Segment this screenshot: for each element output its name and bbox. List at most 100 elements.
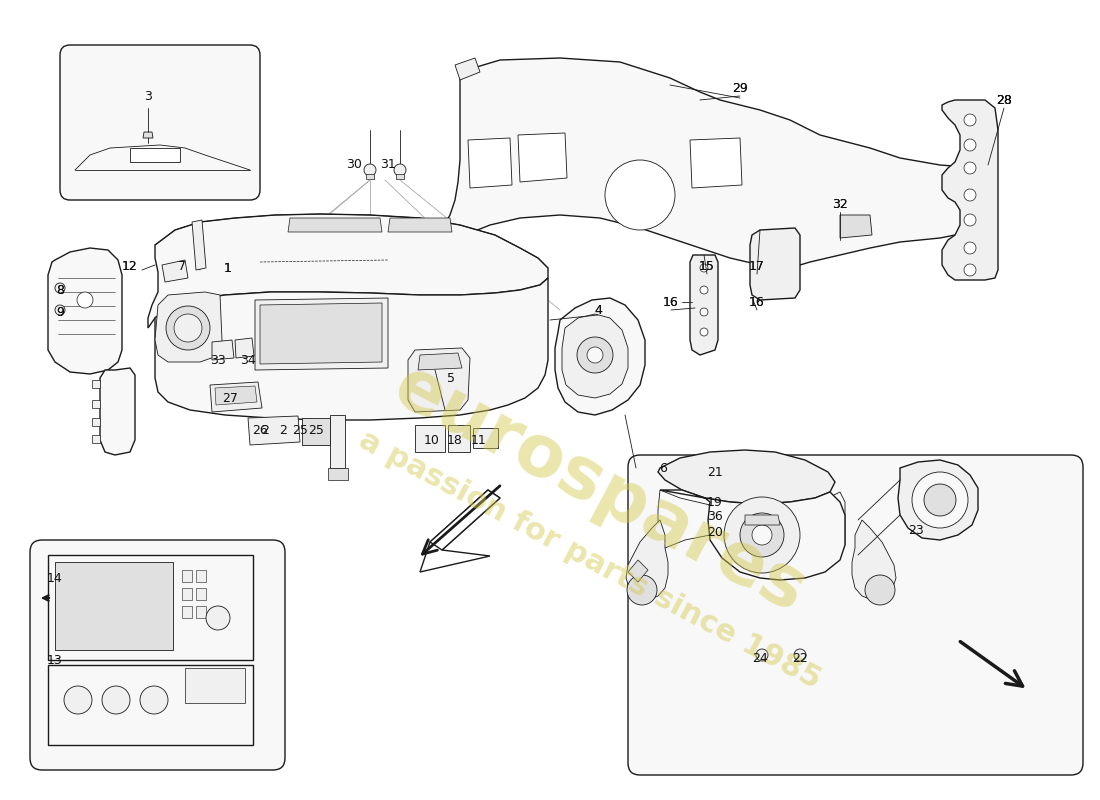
Text: 25: 25 [308, 423, 323, 437]
Circle shape [578, 337, 613, 373]
Polygon shape [388, 218, 452, 232]
Circle shape [627, 575, 657, 605]
Polygon shape [658, 450, 835, 504]
Bar [396, 174, 404, 179]
Text: 3: 3 [144, 90, 152, 103]
Polygon shape [428, 58, 980, 310]
Circle shape [587, 347, 603, 363]
Circle shape [700, 308, 708, 316]
Polygon shape [750, 228, 800, 300]
Circle shape [752, 525, 772, 545]
Text: 28: 28 [997, 94, 1012, 106]
Text: 31: 31 [381, 158, 396, 170]
Polygon shape [92, 380, 100, 388]
Polygon shape [302, 418, 330, 445]
Text: 16: 16 [749, 295, 764, 309]
Text: 17: 17 [749, 259, 764, 273]
Text: 1: 1 [224, 262, 232, 274]
Circle shape [756, 649, 768, 661]
Text: 8: 8 [56, 283, 64, 297]
Polygon shape [626, 520, 668, 600]
Text: 16: 16 [663, 295, 679, 309]
Text: 1: 1 [224, 262, 232, 274]
Circle shape [174, 314, 202, 342]
Text: 27: 27 [222, 391, 238, 405]
Polygon shape [562, 314, 628, 398]
Text: 24: 24 [752, 651, 768, 665]
Text: 26: 26 [252, 423, 268, 437]
Polygon shape [92, 435, 100, 443]
Text: 21: 21 [707, 466, 723, 478]
Circle shape [724, 497, 800, 573]
Text: 12: 12 [122, 259, 138, 273]
Text: 30: 30 [346, 158, 362, 170]
Polygon shape [48, 248, 122, 374]
Polygon shape [942, 100, 998, 280]
Circle shape [64, 686, 92, 714]
Bar [182, 570, 192, 582]
Polygon shape [430, 490, 500, 550]
Polygon shape [143, 132, 153, 138]
Polygon shape [852, 520, 896, 600]
Text: 2: 2 [261, 423, 268, 437]
Circle shape [964, 214, 976, 226]
Text: 6: 6 [659, 462, 667, 474]
Polygon shape [155, 292, 222, 362]
Polygon shape [690, 138, 743, 188]
Bar [366, 174, 374, 179]
Bar [182, 588, 192, 600]
Text: 13: 13 [47, 654, 63, 666]
Polygon shape [255, 298, 388, 370]
Polygon shape [130, 148, 180, 162]
Circle shape [102, 686, 130, 714]
Text: 7: 7 [178, 259, 186, 273]
Text: 10: 10 [425, 434, 440, 446]
Polygon shape [473, 428, 498, 448]
Polygon shape [260, 303, 382, 364]
Circle shape [55, 283, 65, 293]
Circle shape [140, 686, 168, 714]
Text: 11: 11 [471, 434, 487, 446]
Text: 22: 22 [792, 651, 807, 665]
Bar [185, 668, 245, 703]
Polygon shape [328, 468, 348, 480]
Polygon shape [556, 298, 645, 415]
Circle shape [55, 305, 65, 315]
Polygon shape [420, 490, 500, 572]
Polygon shape [455, 58, 480, 80]
Polygon shape [330, 415, 345, 468]
Polygon shape [92, 418, 100, 426]
Bar [48, 555, 253, 660]
Text: 18: 18 [447, 434, 463, 446]
Polygon shape [518, 133, 567, 182]
Text: 5: 5 [447, 371, 455, 385]
Bar [196, 606, 206, 618]
Polygon shape [660, 490, 845, 580]
Text: 14: 14 [47, 571, 63, 585]
Text: 29: 29 [733, 82, 748, 94]
FancyBboxPatch shape [628, 455, 1084, 775]
Circle shape [364, 164, 376, 176]
Text: 15: 15 [700, 259, 715, 273]
Text: 29: 29 [733, 82, 748, 94]
Polygon shape [162, 260, 188, 282]
Bar [182, 606, 192, 618]
Circle shape [865, 575, 895, 605]
Text: 33: 33 [210, 354, 225, 366]
Polygon shape [658, 490, 845, 548]
Text: 28: 28 [997, 94, 1012, 106]
Polygon shape [628, 560, 648, 582]
Polygon shape [898, 460, 978, 540]
Polygon shape [415, 425, 446, 452]
Polygon shape [418, 353, 462, 370]
Text: a passion for parts since 1985: a passion for parts since 1985 [354, 426, 826, 694]
Polygon shape [468, 138, 512, 188]
Polygon shape [155, 278, 548, 420]
Circle shape [166, 306, 210, 350]
Text: eurospares: eurospares [382, 352, 818, 628]
Text: 34: 34 [240, 354, 256, 366]
Text: 20: 20 [707, 526, 723, 538]
Circle shape [605, 160, 675, 230]
Polygon shape [690, 255, 718, 355]
Polygon shape [235, 338, 254, 358]
